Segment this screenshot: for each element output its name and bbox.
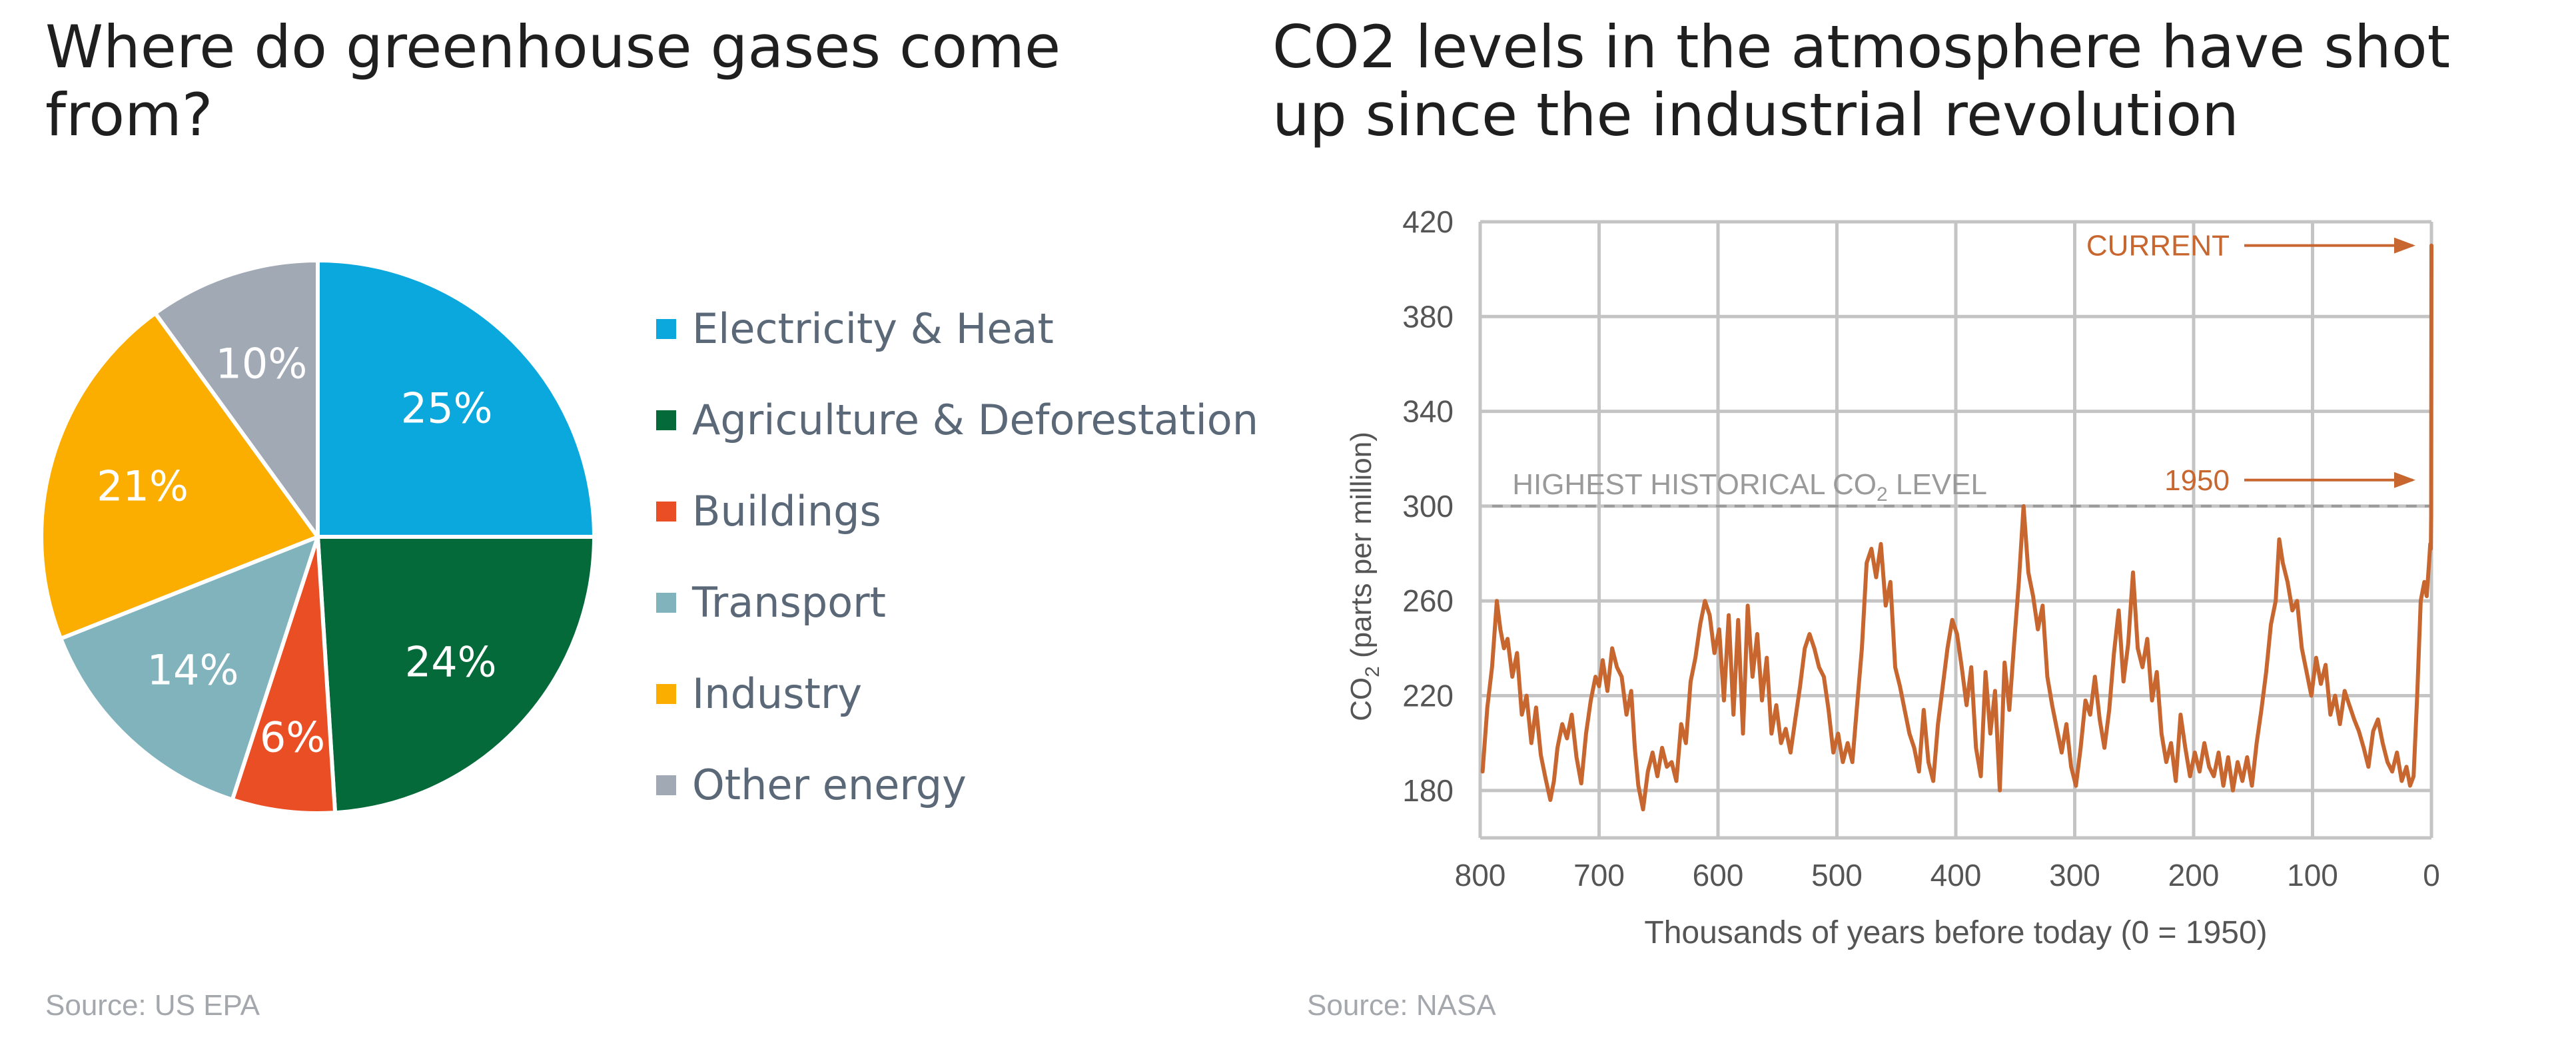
y-tick-label: 300	[1402, 489, 1454, 524]
x-tick-label: 700	[1573, 858, 1625, 892]
legend-swatch	[656, 501, 676, 522]
pie-slice-label: 14%	[147, 646, 239, 695]
legend-swatch	[656, 592, 676, 613]
y-tick-label: 180	[1402, 773, 1454, 808]
annotation-label: CURRENT	[2086, 230, 2230, 262]
pie-slice-label: 6%	[260, 713, 325, 762]
pie-slice	[39, 311, 320, 641]
legend-swatch	[656, 318, 676, 339]
y-tick-label: 260	[1402, 583, 1454, 618]
line-source-note: Source: NASA	[1307, 989, 1496, 1022]
pie-slice-label: 10%	[215, 340, 307, 388]
annotation-label: 1950	[2164, 464, 2230, 497]
x-tick-label: 400	[1931, 858, 1982, 892]
x-axis-title: Thousands of years before today (0 = 195…	[1644, 915, 2267, 950]
legend-item: Industry	[656, 648, 1258, 739]
reference-line-label: HIGHEST HISTORICAL CO2 LEVEL	[1512, 468, 1987, 506]
pie-slice	[153, 258, 320, 539]
pie-slice-label: 24%	[405, 637, 497, 686]
pie-slice-label: 25%	[401, 384, 493, 432]
legend-item: Buildings	[656, 466, 1258, 557]
pie-source-note: Source: US EPA	[45, 989, 260, 1022]
pie-chart: 25% 24% 6% 14% 21% 10%	[39, 258, 596, 815]
legend-label: Transport	[692, 578, 886, 627]
legend-label: Agriculture & Deforestation	[692, 396, 1259, 444]
legend-label: Other energy	[692, 761, 967, 809]
pie-legend: Electricity & Heat Agriculture & Defores…	[656, 283, 1258, 831]
x-tick-label: 0	[2423, 858, 2440, 892]
y-axis-title: CO2 (parts per million)	[1345, 432, 1384, 721]
pie-slice-label: 21%	[97, 462, 189, 511]
y-tick-label: 340	[1402, 394, 1454, 429]
legend-swatch	[656, 775, 676, 795]
pie-slice	[230, 535, 338, 815]
legend-item: Other energy	[656, 739, 1258, 831]
pie-chart-title: Where do greenhouse gases come from?	[45, 13, 1061, 149]
y-tick-label: 220	[1402, 679, 1454, 713]
pie-slice	[316, 535, 596, 815]
legend-swatch	[656, 410, 676, 430]
legend-item: Agriculture & Deforestation	[656, 374, 1258, 466]
x-tick-label: 600	[1693, 858, 1744, 892]
y-tick-label: 420	[1402, 204, 1454, 239]
legend-item: Electricity & Heat	[656, 283, 1258, 374]
x-tick-label: 800	[1455, 858, 1506, 892]
pie-slice	[316, 258, 596, 539]
x-tick-label: 500	[1811, 858, 1863, 892]
legend-swatch	[656, 683, 676, 704]
x-tick-label: 100	[2287, 858, 2338, 892]
x-tick-label: 200	[2168, 858, 2220, 892]
y-tick-label: 380	[1402, 299, 1454, 334]
co2-series-line	[1480, 243, 2433, 812]
legend-label: Electricity & Heat	[692, 304, 1054, 353]
line-chart-title: CO2 levels in the atmosphere have shot u…	[1272, 13, 2451, 149]
legend-item: Transport	[656, 557, 1258, 648]
legend-label: Industry	[692, 669, 863, 718]
x-tick-label: 300	[2049, 858, 2100, 892]
legend-label: Buildings	[692, 487, 881, 535]
pie-slice	[59, 535, 320, 802]
